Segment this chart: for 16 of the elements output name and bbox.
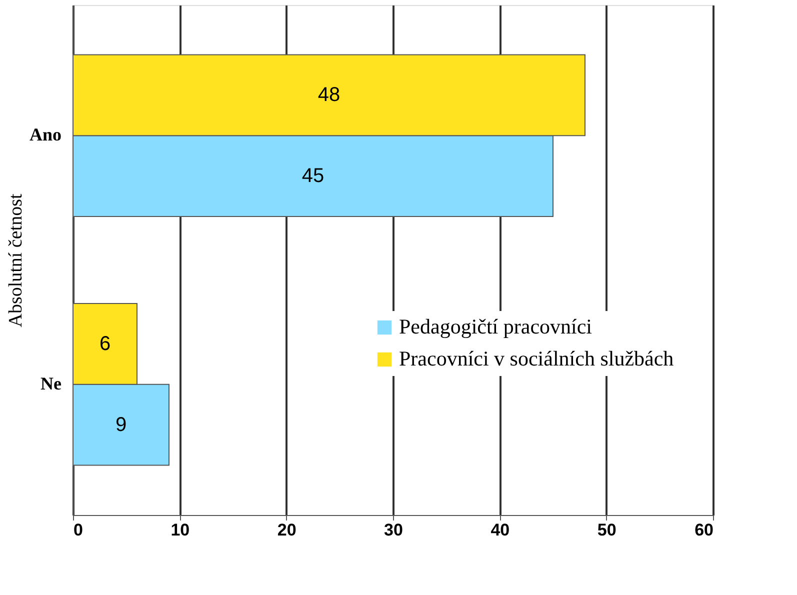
y-tick-label: Ano (29, 124, 62, 145)
data-label: 48 (318, 84, 340, 106)
data-label: 45 (302, 165, 324, 188)
data-label: 9 (115, 414, 127, 436)
y-axis-title: Absolutní četnost (5, 193, 26, 328)
legend-label: Pedagogičtí pracovníci (399, 314, 592, 338)
y-tick-label: Ne (40, 373, 62, 394)
legend-label: Pracovníci v sociálních službách (399, 346, 674, 370)
x-tick-label: 30 (384, 520, 403, 540)
x-tick-label: 10 (170, 520, 190, 540)
x-tick-label: 50 (597, 520, 616, 540)
x-tick-label: 0 (74, 520, 83, 540)
x-tick-label: 20 (277, 520, 296, 540)
x-tick-label: 60 (694, 520, 714, 540)
data-label: 6 (99, 332, 111, 355)
x-tick-label: 40 (490, 520, 510, 540)
